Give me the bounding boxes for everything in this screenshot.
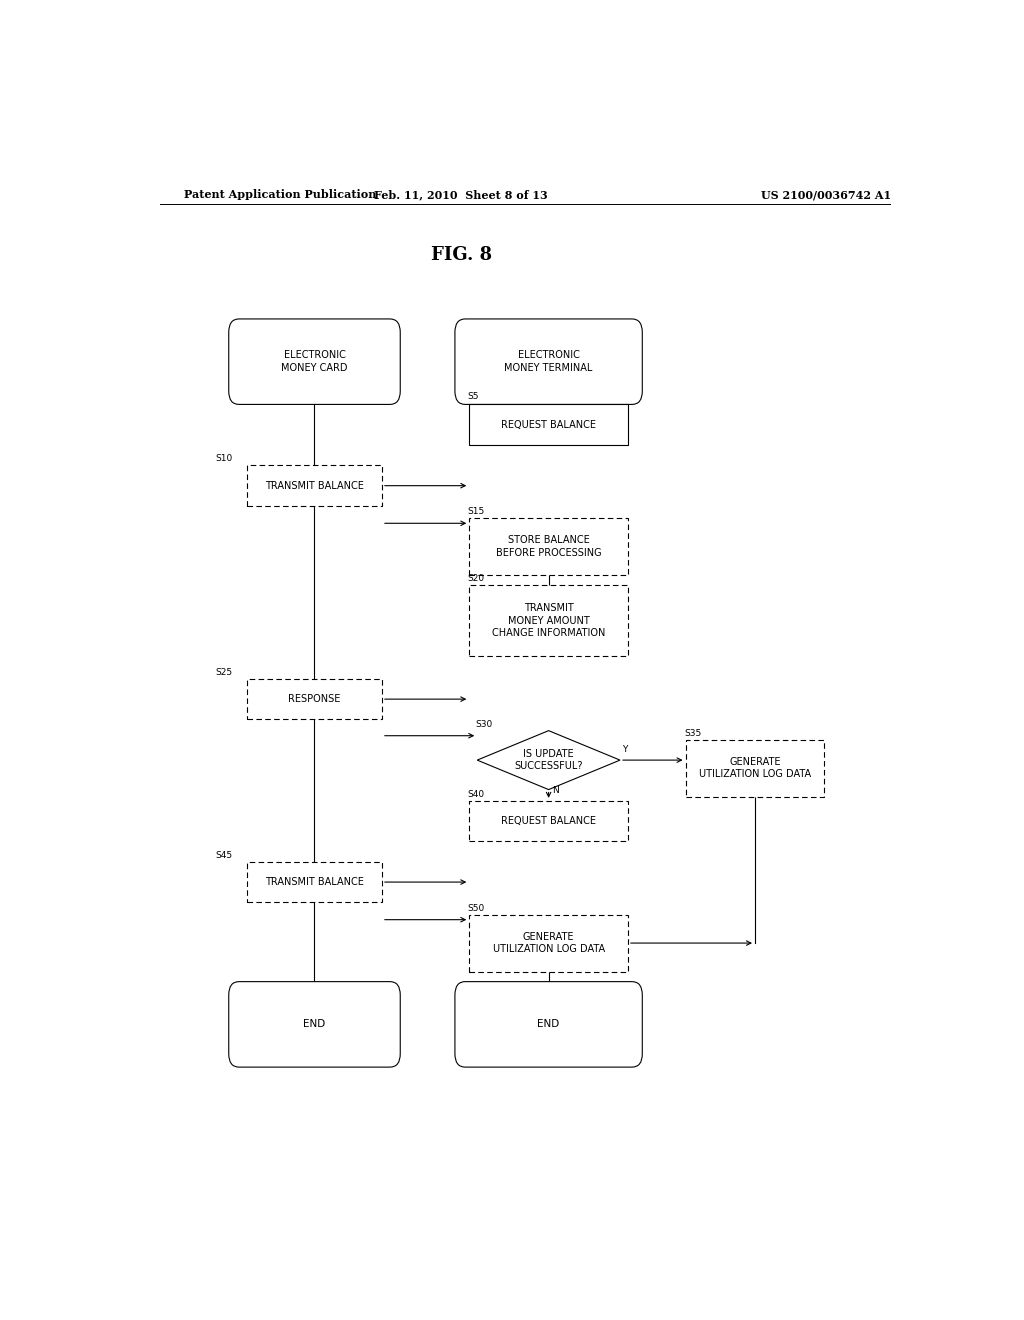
Bar [469,585,628,656]
Text: N: N [553,787,559,795]
Text: Feb. 11, 2010  Sheet 8 of 13: Feb. 11, 2010 Sheet 8 of 13 [375,190,548,201]
Text: S10: S10 [215,454,232,463]
Bar [469,404,628,445]
Bar [685,739,824,797]
Bar [247,678,382,719]
Text: ELECTRONIC
MONEY TERMINAL: ELECTRONIC MONEY TERMINAL [505,351,593,372]
Text: TRANSMIT BALANCE: TRANSMIT BALANCE [265,876,364,887]
Text: S5: S5 [468,392,479,401]
Text: S30: S30 [475,719,493,729]
Text: ELECTRONIC
MONEY CARD: ELECTRONIC MONEY CARD [282,351,348,372]
Text: RESPONSE: RESPONSE [289,694,341,704]
Text: Patent Application Publication: Patent Application Publication [183,190,376,201]
FancyBboxPatch shape [228,319,400,404]
Text: S45: S45 [215,850,232,859]
FancyBboxPatch shape [455,319,642,404]
Polygon shape [477,731,620,789]
FancyBboxPatch shape [455,982,642,1067]
Bar [469,519,628,576]
Bar [247,466,382,506]
Text: TRANSMIT BALANCE: TRANSMIT BALANCE [265,480,364,491]
Text: FIG. 8: FIG. 8 [431,246,492,264]
Text: IS UPDATE
SUCCESSFUL?: IS UPDATE SUCCESSFUL? [514,748,583,771]
Text: GENERATE
UTILIZATION LOG DATA: GENERATE UTILIZATION LOG DATA [699,758,811,779]
Bar [247,862,382,903]
Text: S20: S20 [468,574,484,583]
Text: STORE BALANCE
BEFORE PROCESSING: STORE BALANCE BEFORE PROCESSING [496,536,601,558]
Text: US 2100/0036742 A1: US 2100/0036742 A1 [761,190,892,201]
Bar [469,801,628,841]
FancyBboxPatch shape [228,982,400,1067]
Text: END: END [303,1019,326,1030]
Text: TRANSMIT
MONEY AMOUNT
CHANGE INFORMATION: TRANSMIT MONEY AMOUNT CHANGE INFORMATION [492,603,605,639]
Text: S15: S15 [468,507,485,516]
Text: Y: Y [623,744,628,754]
Text: GENERATE
UTILIZATION LOG DATA: GENERATE UTILIZATION LOG DATA [493,932,604,954]
Text: S35: S35 [684,729,701,738]
Text: S40: S40 [468,789,484,799]
Text: REQUEST BALANCE: REQUEST BALANCE [501,420,596,430]
Text: S25: S25 [215,668,232,677]
Bar [469,915,628,972]
Text: S50: S50 [468,904,485,912]
Text: REQUEST BALANCE: REQUEST BALANCE [501,816,596,826]
Text: END: END [538,1019,560,1030]
